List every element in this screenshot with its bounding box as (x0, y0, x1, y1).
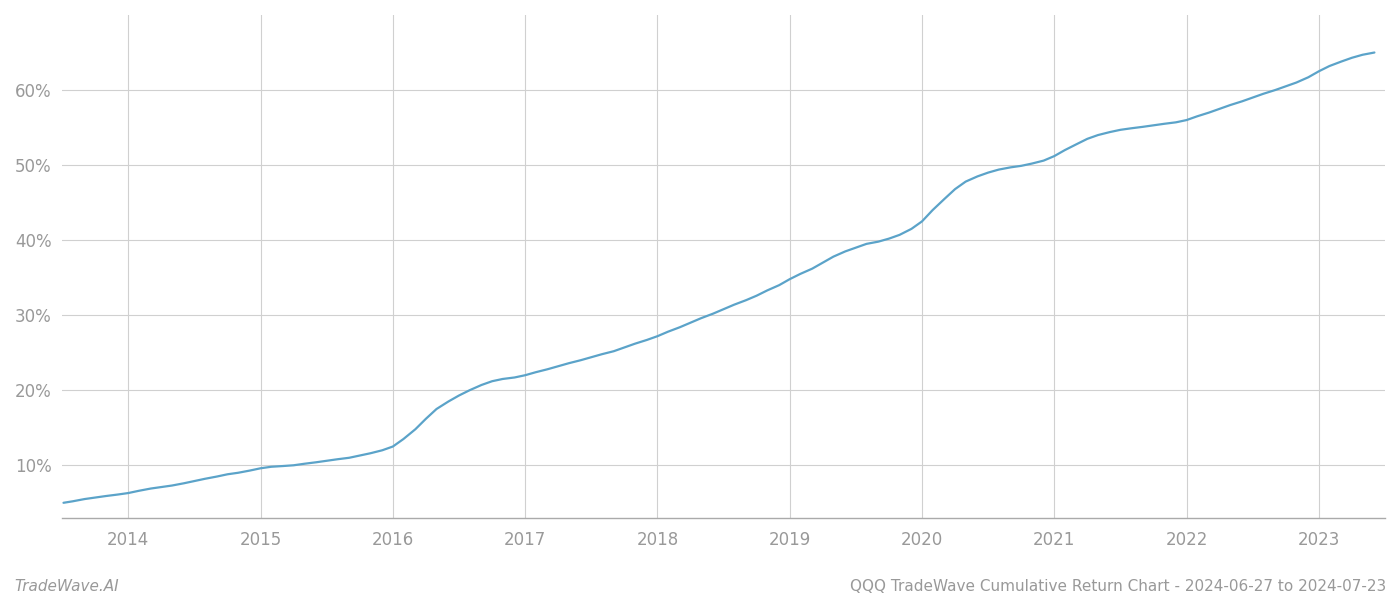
Text: QQQ TradeWave Cumulative Return Chart - 2024-06-27 to 2024-07-23: QQQ TradeWave Cumulative Return Chart - … (850, 579, 1386, 594)
Text: TradeWave.AI: TradeWave.AI (14, 579, 119, 594)
